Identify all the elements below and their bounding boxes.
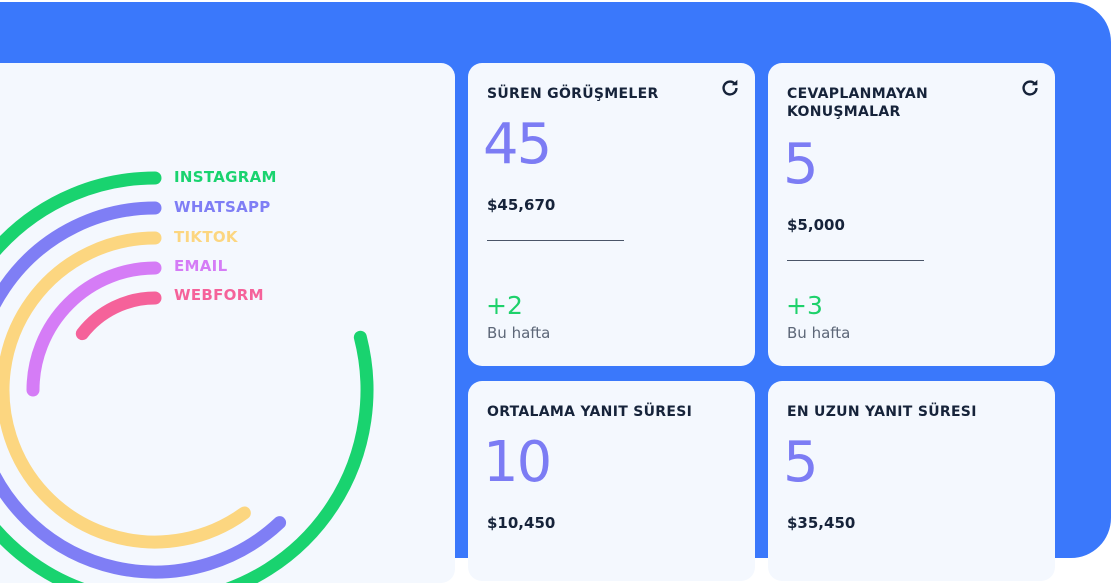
card-amount: $35,450 <box>787 514 856 532</box>
legend-whatsapp: WHATSAPP <box>174 198 271 216</box>
card-title: ORTALAMA YANIT SÜRESI <box>487 404 693 420</box>
card-amount: $5,000 <box>787 216 845 234</box>
card-value: 10 <box>483 430 552 495</box>
card-active-conversations: SÜREN GÖRÜŞMELER 45 $45,670 +2 Bu hafta <box>468 63 755 366</box>
card-amount: $10,450 <box>487 514 556 532</box>
legend-webform: WEBFORM <box>174 286 264 304</box>
channel-chart-panel: INSTAGRAM WHATSAPP TIKTOK EMAIL WEBFORM <box>0 63 455 583</box>
arc-tiktok <box>0 231 251 549</box>
card-value: 5 <box>783 430 819 495</box>
refresh-icon[interactable] <box>1019 77 1041 99</box>
radial-bar-chart <box>0 171 374 583</box>
arc-webform <box>75 291 162 341</box>
card-amount: $45,670 <box>487 196 556 214</box>
card-average-response-time: ORTALAMA YANIT SÜRESI 10 $10,450 <box>468 381 755 581</box>
card-title: EN UZUN YANIT SÜRESI <box>787 404 977 420</box>
card-delta: +2 <box>486 291 523 320</box>
card-title: SÜREN GÖRÜŞMELER <box>487 86 659 102</box>
card-period: Bu hafta <box>787 324 851 342</box>
legend-instagram: INSTAGRAM <box>174 168 277 186</box>
card-period: Bu hafta <box>487 324 551 342</box>
card-value: 45 <box>483 112 552 177</box>
card-delta: +3 <box>786 291 823 320</box>
legend-email: EMAIL <box>174 257 228 275</box>
arc-instagram <box>0 171 374 583</box>
arc-email <box>26 261 162 397</box>
divider <box>487 240 624 241</box>
card-title: CEVAPLANMAYAN KONUŞMALAR <box>787 86 928 120</box>
card-unanswered-conversations: CEVAPLANMAYAN KONUŞMALAR 5 $5,000 +3 Bu … <box>768 63 1055 366</box>
divider <box>787 260 924 261</box>
refresh-icon[interactable] <box>719 77 741 99</box>
legend-tiktok: TIKTOK <box>174 228 238 246</box>
card-longest-response-time: EN UZUN YANIT SÜRESI 5 $35,450 <box>768 381 1055 581</box>
card-value: 5 <box>783 132 819 197</box>
